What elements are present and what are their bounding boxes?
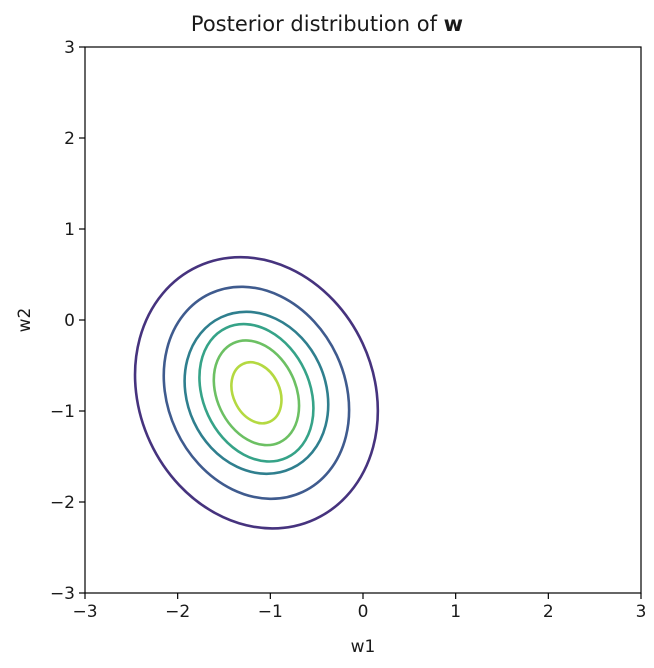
x-tick-label: −3: [72, 602, 97, 622]
contour-level-2: [162, 285, 351, 501]
y-tick-label: −1: [50, 402, 75, 422]
contour-group: [133, 255, 380, 530]
chart-title-text: Posterior distribution of: [190, 12, 444, 36]
y-tick-label: 0: [64, 311, 75, 331]
y-axis-ticks: −3 −2 −1 0 1 2 3: [50, 38, 85, 604]
y-tick-label: −3: [50, 584, 75, 604]
chart-title: Posterior distribution of w: [0, 12, 654, 36]
y-tick-label: 2: [64, 129, 75, 149]
x-axis-label: w1: [351, 637, 376, 657]
y-tick-label: 1: [64, 220, 75, 240]
x-tick-label: −2: [165, 602, 190, 622]
contour-level-6: [230, 361, 283, 425]
x-tick-label: 1: [450, 602, 461, 622]
x-tick-label: −1: [258, 602, 283, 622]
y-tick-label: −2: [50, 493, 75, 513]
x-tick-label: 3: [636, 602, 647, 622]
plot-area-frame: [84, 46, 642, 594]
x-tick-label: 2: [543, 602, 554, 622]
chart-title-bold: w: [443, 12, 464, 36]
y-axis-label: w2: [15, 308, 35, 333]
contour-level-5: [212, 339, 301, 447]
x-tick-label: 0: [358, 602, 369, 622]
contour-level-3: [183, 310, 330, 476]
contour-level-1: [133, 255, 380, 530]
x-axis-ticks: −3 −2 −1 0 1 2 3: [72, 593, 646, 622]
y-tick-label: 3: [64, 38, 75, 58]
contour-level-4: [198, 322, 315, 463]
